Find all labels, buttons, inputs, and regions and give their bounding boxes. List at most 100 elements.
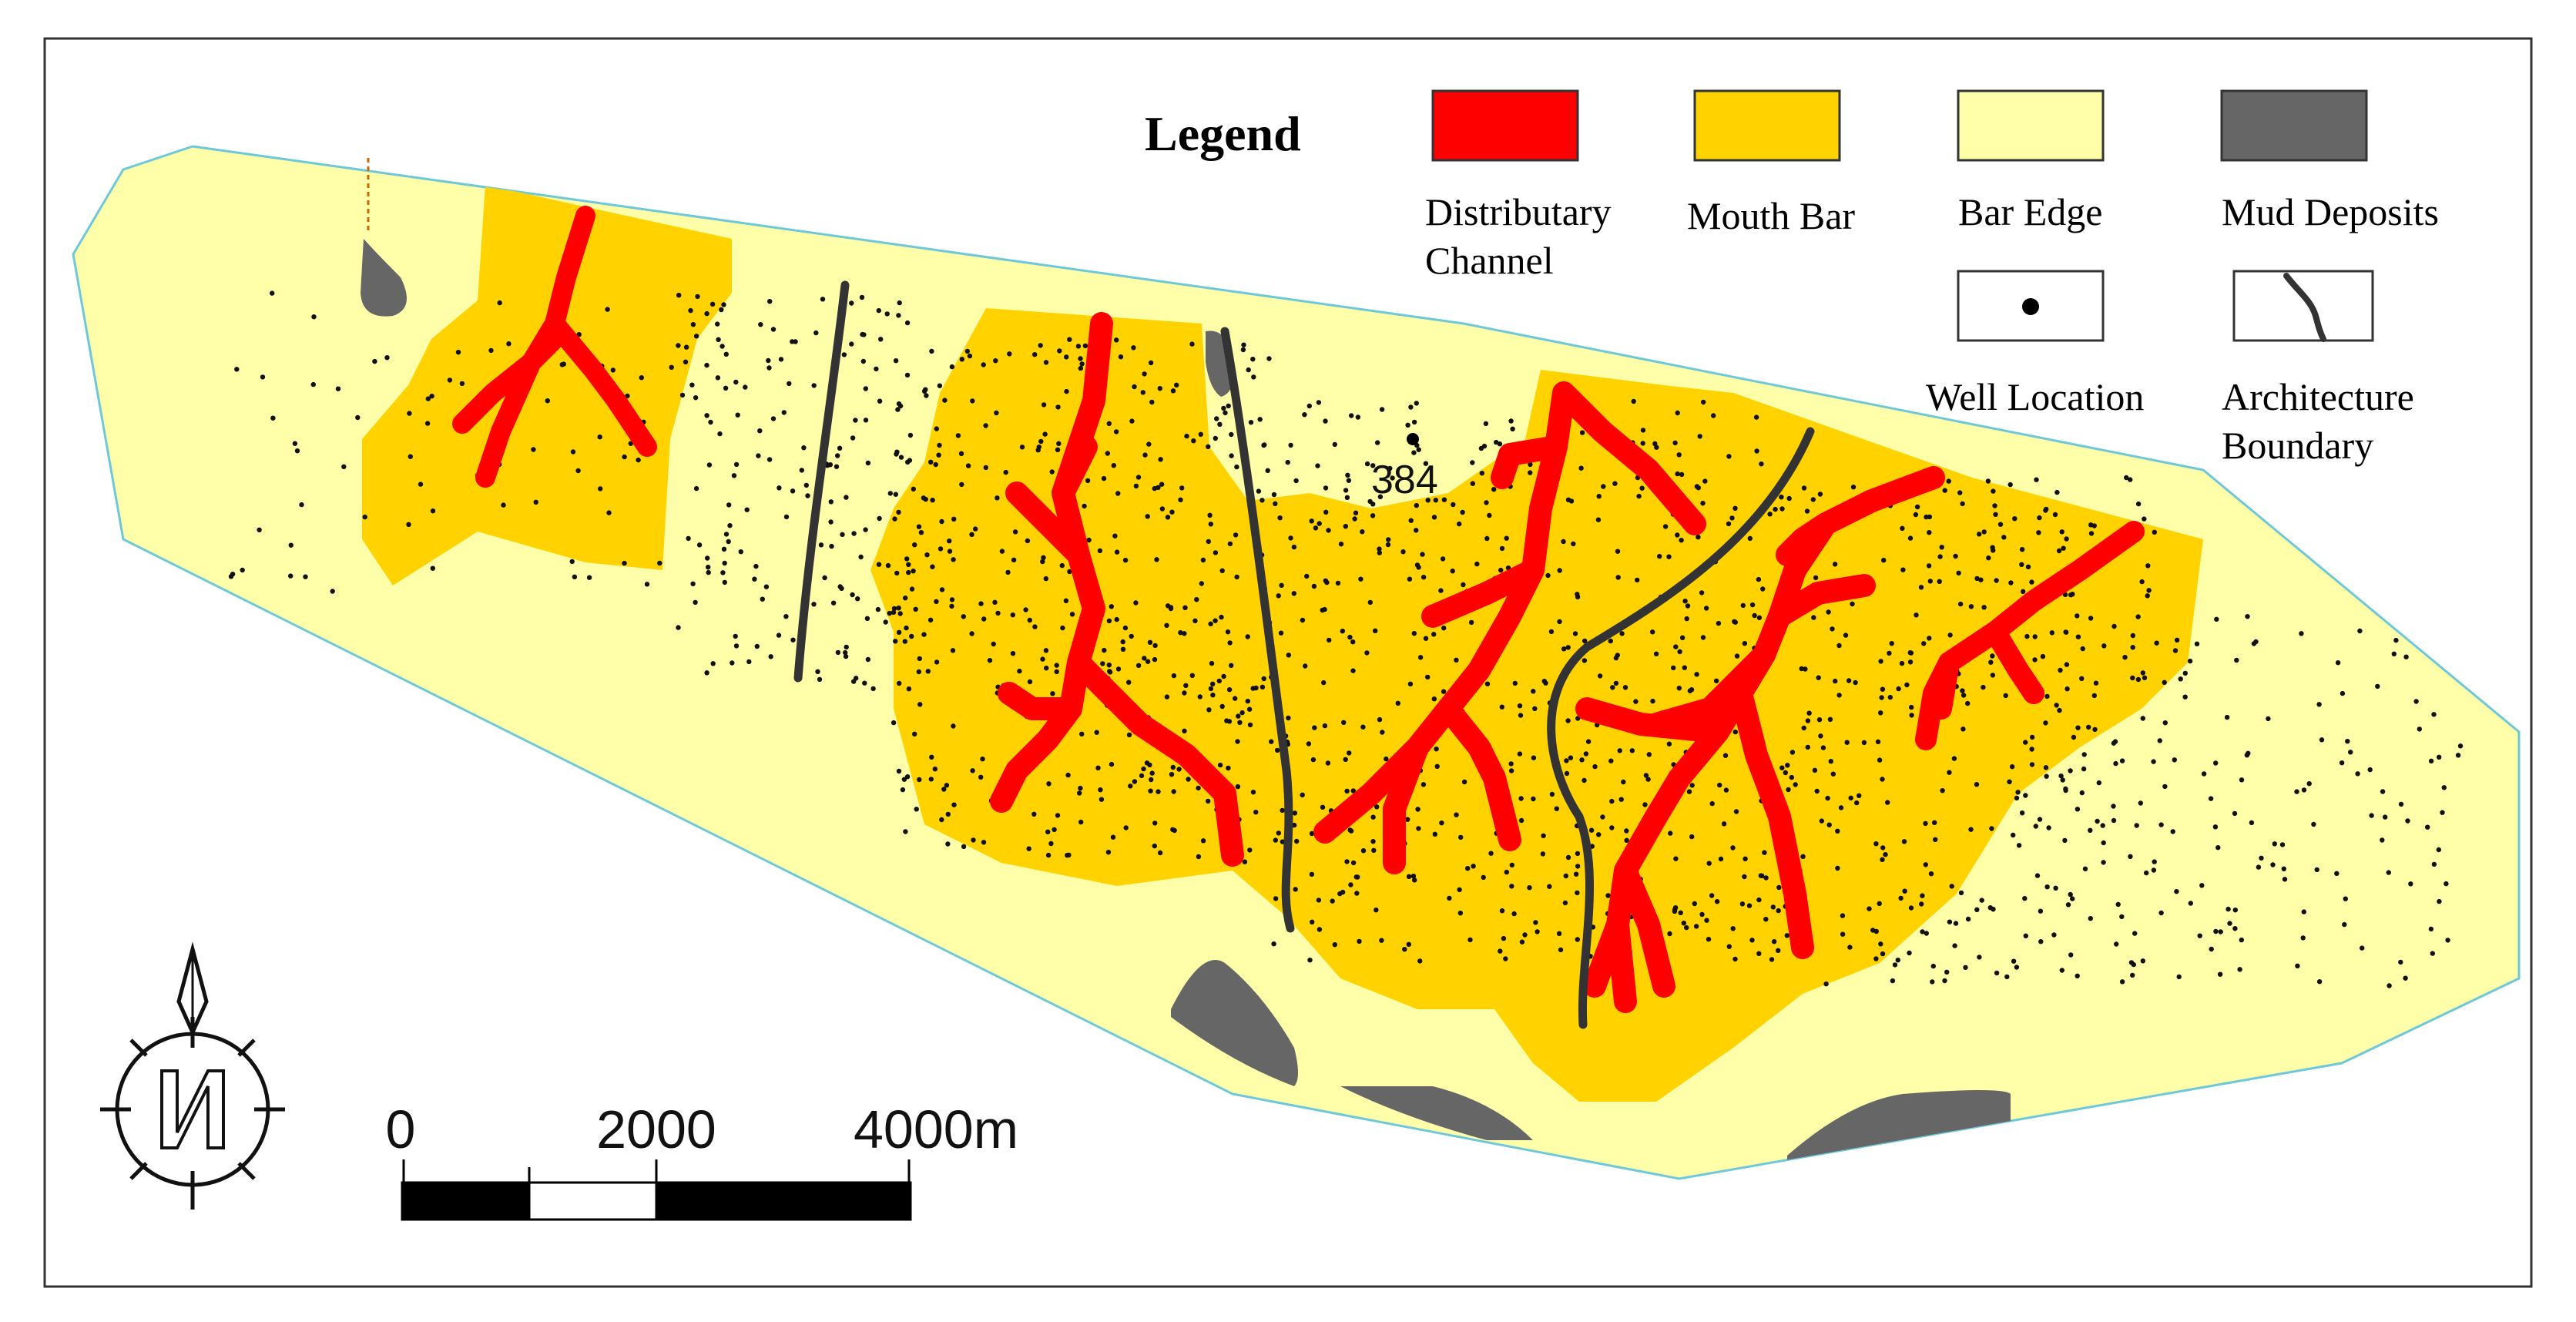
well-dot — [1132, 779, 1138, 784]
well-dot — [610, 367, 615, 373]
well-dot — [2455, 753, 2461, 758]
well-dot — [2037, 817, 2043, 822]
well-dot — [1370, 513, 1376, 518]
well-dot — [1902, 888, 1907, 894]
scale-bar-segment-1 — [401, 1181, 531, 1221]
legend-label-architecture-boundary-2: Boundary — [2222, 424, 2373, 467]
well-dot — [2224, 714, 2230, 720]
well-dot — [1836, 693, 1842, 698]
well-dot — [2425, 824, 2430, 830]
well-dot — [1340, 629, 1346, 634]
well-dot — [1988, 659, 1994, 665]
well-dot — [1672, 908, 1678, 914]
well-dot — [311, 314, 317, 320]
well-dot — [2111, 740, 2117, 746]
well-dot — [2043, 508, 2048, 513]
well-dot — [2194, 641, 2200, 646]
well-dot — [1142, 656, 1147, 661]
well-dot — [1927, 579, 1933, 584]
well-dot — [2022, 896, 2028, 901]
well-dot — [878, 337, 884, 342]
well-dot — [904, 320, 911, 326]
well-dot — [1379, 938, 1384, 943]
well-dot — [644, 582, 650, 587]
well-dot — [1642, 802, 1648, 807]
well-dot — [1571, 541, 1576, 547]
well-dot — [1461, 779, 1467, 785]
boundary-1 — [793, 280, 850, 683]
well-dot — [2001, 535, 2007, 540]
well-dot — [2380, 789, 2386, 794]
well-dot — [1653, 651, 1659, 656]
well-dot — [863, 386, 869, 391]
well-dot — [1832, 562, 1838, 567]
well-dot — [1595, 517, 1602, 522]
well-dot — [961, 614, 967, 619]
well-dot — [891, 606, 897, 612]
well-dot — [2348, 750, 2353, 755]
well-dot — [1528, 470, 1533, 475]
legend-label-distributary-channel-1: Distributary — [1425, 190, 1612, 233]
well-dot — [1977, 532, 1982, 537]
well-dot — [1877, 901, 1882, 907]
well-dot — [1300, 792, 1305, 798]
well-dot — [2383, 814, 2388, 820]
well-dot — [1511, 911, 1517, 917]
well-dot — [1106, 618, 1112, 624]
well-dot — [781, 410, 787, 415]
well-dot — [1250, 790, 1256, 795]
well-dot — [2075, 807, 2081, 812]
well-dot — [1140, 390, 1146, 395]
well-dot — [965, 463, 971, 468]
well-dot — [2135, 676, 2142, 683]
well-dot — [1414, 401, 1420, 406]
well-dot — [1036, 445, 1042, 450]
well-dot — [1568, 755, 1574, 760]
well-dot — [1942, 978, 1947, 984]
well-dot — [2158, 822, 2164, 827]
well-dot — [1657, 553, 1662, 559]
well-dot — [902, 639, 908, 644]
well-dot — [1504, 535, 1509, 541]
well-dot — [1673, 856, 1679, 861]
well-dot — [1198, 431, 1204, 437]
well-dot — [1965, 916, 1971, 922]
well-dot — [1017, 668, 1022, 674]
well-dot — [1732, 729, 1738, 735]
well-dot — [2208, 796, 2214, 801]
well-dot — [1608, 638, 1613, 644]
well-dot — [1375, 440, 1380, 445]
well-dot — [288, 573, 293, 579]
well-dot — [2044, 693, 2050, 700]
well-dot — [1899, 660, 1905, 666]
well-dot — [408, 454, 413, 459]
well-dot — [1354, 891, 1360, 896]
well-dot — [1927, 514, 1933, 520]
well-dot — [1508, 418, 1514, 424]
legend-swatch-distributary-channel — [1431, 89, 1579, 162]
well-dot — [1225, 629, 1231, 635]
well-dot — [1344, 495, 1350, 500]
well-dot — [726, 502, 732, 508]
well-dot — [1645, 777, 1651, 782]
well-dot — [1880, 777, 1885, 782]
well-dot — [1189, 341, 1195, 347]
well-dot — [2152, 529, 2157, 535]
well-dot — [776, 632, 782, 638]
well-dot — [2068, 891, 2073, 898]
well-dot — [1065, 772, 1071, 778]
well-dot — [1531, 755, 1537, 760]
well-dot — [2457, 743, 2464, 749]
well-dot — [429, 394, 434, 399]
well-dot — [1031, 811, 1037, 817]
well-dot — [766, 357, 771, 364]
well-dot — [1487, 512, 1492, 518]
well-dot — [934, 599, 939, 604]
well-dot — [767, 299, 773, 304]
well-dot — [805, 493, 810, 498]
well-dot — [1184, 433, 1189, 439]
well-dot — [1483, 421, 1489, 427]
well-dot — [904, 625, 909, 631]
well-dot — [425, 396, 431, 401]
well-dot — [1953, 553, 1958, 559]
